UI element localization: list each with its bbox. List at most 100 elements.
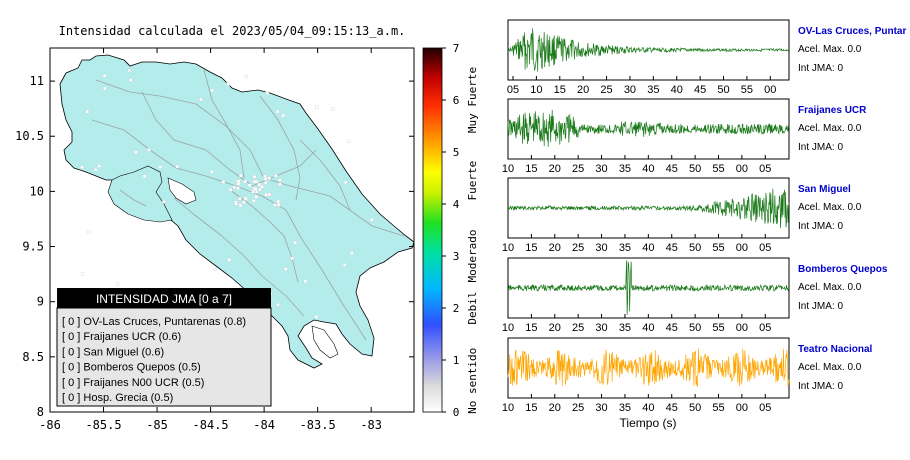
station-marker xyxy=(238,197,242,201)
map-frame xyxy=(49,47,415,413)
station-marker xyxy=(243,179,247,184)
station-marker xyxy=(236,186,240,190)
road-network xyxy=(91,69,405,341)
trace-accel-max: Acel. Max. 0.0 xyxy=(798,44,862,55)
scale-tick-label: 1 xyxy=(453,354,460,367)
legend-item: [ 0 ] Fraijanes N00 UCR (0.5) xyxy=(62,377,204,389)
station-marker xyxy=(175,164,179,169)
station-marker xyxy=(127,68,132,72)
trace-waveform xyxy=(507,348,790,387)
trace-x-tick-label: 30 xyxy=(624,84,636,96)
scale-category-label: No sentido xyxy=(466,348,479,414)
trace-int-jma: Int JMA: 0 xyxy=(798,221,843,232)
station-marker xyxy=(239,173,243,178)
station-marker xyxy=(199,97,203,102)
road-line xyxy=(251,149,317,187)
trace-x-tick-label: 45 xyxy=(666,163,678,175)
trace-x-tick-label: 55 xyxy=(712,163,724,175)
map-x-tick-label: -84 xyxy=(253,418,275,432)
station-marker xyxy=(276,203,281,207)
map-panel: -86 -85.5 -85 -84.5 -84 -83.5 -83 11 10.5 10 9.5 9 8… xyxy=(15,47,415,432)
trace-x-tick-label: 50 xyxy=(689,242,701,254)
trace-x-tick-label: 15 xyxy=(525,242,537,254)
legend-item: [ 0 ] Fraijanes UCR (0.6) xyxy=(62,331,181,343)
station-marker xyxy=(315,105,319,109)
trace-int-jma: Int JMA: 0 xyxy=(798,301,843,312)
trace-x-tick-label: 35 xyxy=(619,402,631,414)
station-marker xyxy=(263,177,268,181)
station-marker xyxy=(253,179,258,184)
map-x-tick-label: -86 xyxy=(39,418,61,432)
trace-x-tick-label: 05 xyxy=(759,402,771,414)
trace-x-tick-label: 35 xyxy=(619,242,631,254)
road-line xyxy=(173,197,305,317)
trace-int-jma: Int JMA: 0 xyxy=(798,381,843,392)
station-marker xyxy=(278,178,282,182)
trace-waveform xyxy=(507,109,790,147)
map-y-tick-label: 10 xyxy=(30,184,44,198)
trace-x-tick-label: 25 xyxy=(572,402,584,414)
trace-x-tick-label: 30 xyxy=(595,402,607,414)
map-x-tick-label: -85 xyxy=(146,418,168,432)
station-marker xyxy=(264,193,268,197)
road-line xyxy=(91,119,367,341)
trace-x-tick-label: 50 xyxy=(689,322,701,334)
trace-x-tick-label: 30 xyxy=(595,242,607,254)
trace-x-tick-label: 05 xyxy=(759,242,771,254)
legend-body xyxy=(56,307,272,407)
nicoya-gulf-coast xyxy=(167,177,197,205)
station-marker xyxy=(254,187,258,191)
station-marker xyxy=(370,218,374,222)
color-scale-bar xyxy=(422,47,443,413)
nicoya-peninsula-coast xyxy=(107,165,173,223)
trace-waveform xyxy=(507,28,789,72)
station-marker xyxy=(242,200,246,204)
map-x-tick-label: -85.5 xyxy=(85,418,121,432)
trace-x-tick-label: 35 xyxy=(619,163,631,175)
trace-waveform xyxy=(507,188,790,229)
trace-accel-max: Acel. Max. 0.0 xyxy=(798,123,862,134)
station-marker xyxy=(234,201,238,206)
scale-category-label: Moderado xyxy=(466,230,479,283)
station-marker xyxy=(258,187,262,192)
road-line xyxy=(119,189,147,207)
station-marker xyxy=(221,180,226,184)
station-marker xyxy=(128,78,133,82)
trace-x-tick-label: 00 xyxy=(736,322,748,334)
scale-tick-label: 0 xyxy=(453,406,460,419)
station-marker xyxy=(276,199,280,204)
trace-x-tick-label: 05 xyxy=(507,84,519,96)
station-marker xyxy=(227,258,231,262)
trace-x-tick-label: 00 xyxy=(736,163,748,175)
station-marker xyxy=(350,251,354,255)
trace-waveform xyxy=(507,260,790,315)
trace-x-tick-label: 05 xyxy=(759,322,771,334)
station-marker xyxy=(252,199,256,203)
scale-tick-label: 6 xyxy=(453,94,460,107)
map-x-tick-label: -83.5 xyxy=(300,418,336,432)
station-marker xyxy=(303,279,307,283)
station-marker xyxy=(238,203,243,208)
trace-x-tick-label: 10 xyxy=(502,242,514,254)
trace-x-tick-label: 00 xyxy=(736,402,748,414)
trace-station-name: Fraijanes UCR xyxy=(798,105,867,116)
trace-station-name: OV-Las Cruces, Puntar xyxy=(798,26,906,37)
trace-x-tick-label: 25 xyxy=(572,322,584,334)
station-marker xyxy=(273,203,277,207)
trace-x-tick-label: 40 xyxy=(671,84,683,96)
trace-x-tick-label: 45 xyxy=(666,242,678,254)
station-marker xyxy=(247,183,252,187)
road-line xyxy=(229,189,299,283)
trace-station-name: Bomberos Quepos xyxy=(798,264,888,275)
station-marker xyxy=(147,148,151,152)
trace-x-tick-label: 55 xyxy=(712,242,724,254)
map-x-tick-label: -84.5 xyxy=(193,418,229,432)
trace-accel-max: Acel. Max. 0.0 xyxy=(798,362,862,373)
map-y-tick-label: 8.5 xyxy=(22,350,44,364)
trace-x-tick-label: 55 xyxy=(741,84,753,96)
station-marker xyxy=(276,303,280,307)
road-line xyxy=(203,69,245,179)
station-marker xyxy=(257,182,262,187)
legend-item: [ 0 ] OV-Las Cruces, Puntarenas (0.8) xyxy=(62,316,246,328)
trace-int-jma: Int JMA: 0 xyxy=(798,63,843,74)
